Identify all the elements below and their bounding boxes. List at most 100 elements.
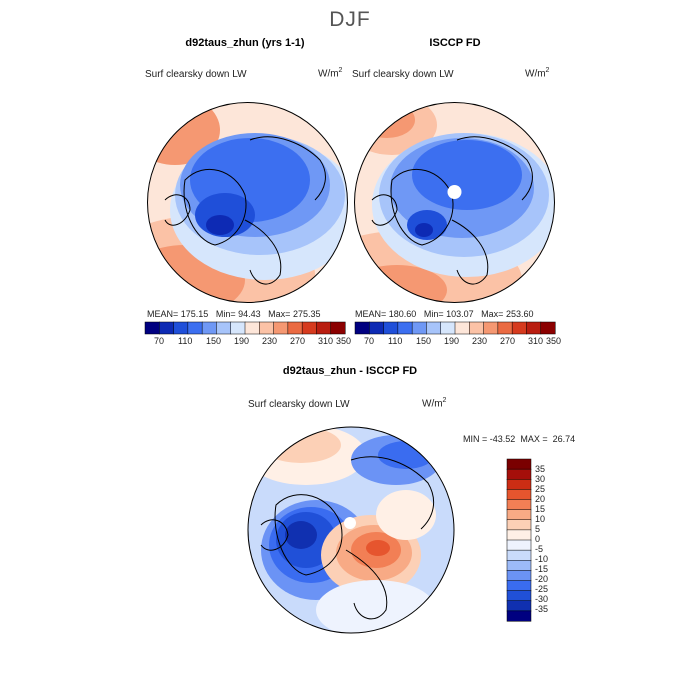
panel1-colorbar-swatch bbox=[273, 321, 289, 335]
panel1-cb-tick: 150 bbox=[206, 336, 222, 346]
figure-title: DJF bbox=[329, 8, 371, 31]
panel2-coast-siberia bbox=[456, 136, 533, 201]
panel3-cb-tick: -35 bbox=[535, 604, 549, 614]
panel2-cb-tick: 190 bbox=[444, 336, 460, 346]
panel3-colorbar-swatch bbox=[506, 590, 532, 602]
panel1-cb-tick: 350 bbox=[336, 336, 352, 346]
panel3-cb-tick: 15 bbox=[535, 504, 546, 514]
panel1-colorbar-ticks: 70 110 150 190 230 270 310 350 bbox=[145, 336, 355, 348]
panel1-cb-tick: 270 bbox=[290, 336, 306, 346]
panel3-colorbar-swatch bbox=[506, 458, 532, 470]
panel3-colorbar-swatch bbox=[506, 600, 532, 612]
panel2-colorbar-swatch bbox=[383, 321, 399, 335]
panel1-cb-tick: 70 bbox=[154, 336, 165, 346]
panel1-colorbar-swatch bbox=[259, 321, 275, 335]
panel2-cb-tick: 110 bbox=[388, 336, 403, 346]
panel2-colorbar-swatch bbox=[540, 321, 556, 335]
panel3-coast-siberia bbox=[350, 456, 435, 530]
panel1-min: 94.43 bbox=[238, 309, 261, 319]
panel2-missing-pole bbox=[447, 185, 462, 199]
panel3-coast-greenland bbox=[274, 494, 343, 576]
panel2-colorbar-swatch bbox=[454, 321, 470, 335]
panel3-cb-tick: 35 bbox=[535, 464, 546, 474]
panel3-cb-tick: 20 bbox=[535, 494, 546, 504]
panel3-missing-pole bbox=[344, 517, 356, 529]
panel2-colorbar-swatch bbox=[354, 321, 370, 335]
panel3-field-cold-ne bbox=[378, 441, 434, 469]
panel1-cb-tick: 230 bbox=[262, 336, 278, 346]
panel1-cb-tick: 110 bbox=[178, 336, 193, 346]
panel2-cb-tick: 150 bbox=[416, 336, 432, 346]
panel3-map-border bbox=[247, 426, 455, 634]
panel1-coast-greenland bbox=[183, 168, 247, 246]
panel2-map-border bbox=[354, 102, 555, 303]
panel3-cb-tick: -15 bbox=[535, 564, 549, 574]
panel3-cb-tick: -25 bbox=[535, 584, 549, 594]
panel1-colorbar-swatch bbox=[244, 321, 260, 335]
panel1-coast-europe bbox=[244, 219, 282, 285]
panel3-coast-europe bbox=[345, 549, 388, 620]
panel1-polar-map bbox=[147, 102, 348, 303]
panel1-map-border bbox=[147, 102, 348, 303]
panel1-colorbar-swatch bbox=[144, 321, 160, 335]
panel3-cb-tick: 0 bbox=[535, 534, 541, 544]
panel1-cb-tick: 310 bbox=[318, 336, 334, 346]
panel2-coast-greenland bbox=[390, 168, 454, 246]
panel3-min: -43.52 bbox=[489, 434, 516, 444]
panel2-colorbar-ticks: 70 110 150 190 230 270 310 350 bbox=[355, 336, 565, 348]
panel1-colorbar-swatch bbox=[287, 321, 303, 335]
panel3-colorbar-ticks: 35 30 25 20 15 10 5 0 -5 -10 -15 -20 -25… bbox=[535, 459, 575, 629]
panel3-colorbar-swatch bbox=[506, 509, 532, 521]
panel3-cb-tick: 30 bbox=[535, 474, 546, 484]
panel3-colorbar-swatch bbox=[506, 519, 532, 531]
panel3-variable-label: Surf clearsky down LW bbox=[248, 399, 350, 410]
panel1-mean: 175.15 bbox=[180, 309, 209, 319]
panel1-colorbar-swatch bbox=[330, 321, 346, 335]
panel3-colorbar-swatch bbox=[506, 468, 532, 480]
panel2-field-cold bbox=[412, 140, 522, 210]
panel2-colorbar bbox=[354, 321, 556, 335]
panel3-colorbar-swatch bbox=[506, 610, 532, 622]
panel1-colorbar-swatch bbox=[173, 321, 189, 335]
panel2-max: 253.60 bbox=[505, 309, 534, 319]
panel1-stats: MEAN= 175.15 Min= 94.43 Max= 275.35 bbox=[147, 309, 321, 319]
panel2-cb-tick: 230 bbox=[472, 336, 488, 346]
panel1-colorbar-swatch bbox=[316, 321, 332, 335]
panel3-colorbar-swatch bbox=[506, 529, 532, 541]
panel3-field-warm-n bbox=[261, 427, 341, 463]
panel2-colorbar-swatch bbox=[426, 321, 442, 335]
panel1-coast-siberia bbox=[249, 136, 326, 201]
panel1-colorbar-swatch bbox=[301, 321, 317, 335]
panel3-colorbar-swatch bbox=[506, 539, 532, 551]
panel2-polar-map bbox=[354, 102, 555, 303]
panel1-colorbar-swatch bbox=[187, 321, 203, 335]
panel2-colorbar-swatch bbox=[440, 321, 456, 335]
panel3-colorbar-swatch bbox=[506, 570, 532, 582]
panel2-title: ISCCP FD bbox=[429, 37, 481, 49]
panel3-cb-tick: 5 bbox=[535, 524, 541, 534]
panel1-colorbar-swatch bbox=[216, 321, 232, 335]
panel2-colorbar-swatch bbox=[497, 321, 513, 335]
panel2-stats: MEAN= 180.60 Min= 103.07 Max= 253.60 bbox=[355, 309, 534, 319]
panel2-colorbar-swatch bbox=[511, 321, 527, 335]
panel3-coast-canada bbox=[260, 519, 289, 551]
panel2-cb-tick: 310 bbox=[528, 336, 544, 346]
panel1-max: 275.35 bbox=[292, 309, 321, 319]
panel1-colorbar-swatch bbox=[159, 321, 175, 335]
panel1-colorbar bbox=[144, 321, 346, 335]
panel2-cb-tick: 350 bbox=[546, 336, 562, 346]
panel1-coast-canada bbox=[164, 194, 191, 226]
panel2-units: W/m2 bbox=[525, 67, 550, 80]
panel2-colorbar-swatch bbox=[397, 321, 413, 335]
panel1-variable-label: Surf clearsky down LW bbox=[145, 69, 247, 80]
panel3-units: W/m2 bbox=[422, 397, 447, 410]
panel2-colorbar-swatch bbox=[526, 321, 542, 335]
panel1-cb-tick: 190 bbox=[234, 336, 250, 346]
panel2-colorbar-swatch bbox=[483, 321, 499, 335]
panel3-colorbar-swatch bbox=[506, 549, 532, 561]
panel2-cb-tick: 270 bbox=[500, 336, 516, 346]
panel2-coast-europe bbox=[451, 219, 489, 285]
panel3-colorbar-swatch bbox=[506, 560, 532, 571]
panel2-colorbar-swatch bbox=[369, 321, 385, 335]
panel3-title: d92taus_zhun - ISCCP FD bbox=[282, 365, 418, 377]
